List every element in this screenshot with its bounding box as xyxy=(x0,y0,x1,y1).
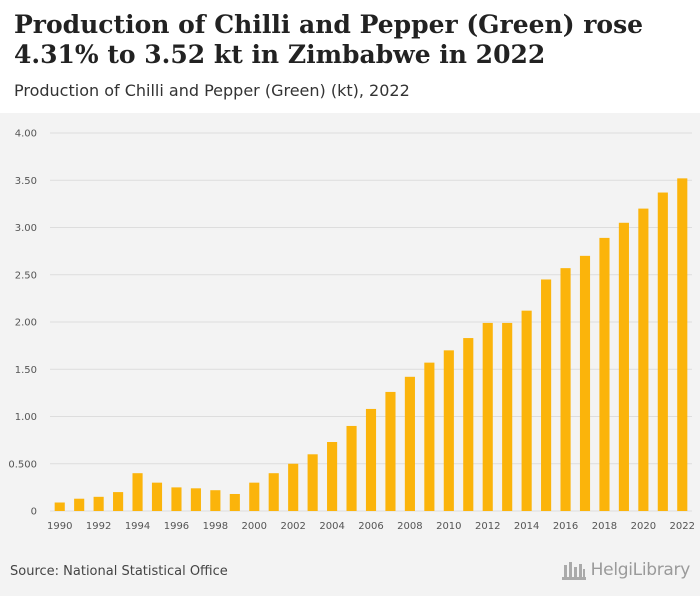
bar-2022[interactable] xyxy=(677,178,688,512)
x-tick-label: 1990 xyxy=(47,521,72,532)
x-tick-label: 2016 xyxy=(553,521,578,532)
bar-1992[interactable] xyxy=(93,496,104,511)
bar-2013[interactable] xyxy=(502,322,513,511)
bar-1995[interactable] xyxy=(151,482,163,511)
bar-1993[interactable] xyxy=(113,492,124,511)
bar-2006[interactable] xyxy=(365,408,377,511)
bar-2007[interactable] xyxy=(385,391,396,511)
x-tick-label: 2012 xyxy=(475,521,500,532)
header: Production of Chilli and Pepper (Green) … xyxy=(0,0,700,113)
x-tick-label: 1998 xyxy=(203,521,228,532)
y-tick-label: 0.500 xyxy=(8,459,37,470)
bar-1997[interactable] xyxy=(190,488,201,511)
bar-2020[interactable] xyxy=(638,208,649,511)
library-building-icon xyxy=(561,562,586,580)
bar-2002[interactable] xyxy=(288,463,299,511)
bar-2018[interactable] xyxy=(599,237,610,511)
x-tick-label: 2022 xyxy=(670,521,695,532)
y-tick-label: 4.00 xyxy=(15,129,37,140)
x-tick-label: 1992 xyxy=(86,521,111,532)
bar-1996[interactable] xyxy=(171,487,182,512)
bar-1991[interactable] xyxy=(74,498,85,511)
bar-2015[interactable] xyxy=(541,279,552,511)
x-tick-label: 2010 xyxy=(436,521,461,532)
bar-2011[interactable] xyxy=(463,338,474,511)
bar-2008[interactable] xyxy=(404,376,415,511)
x-tick-label: 2008 xyxy=(397,521,422,532)
bar-2019[interactable] xyxy=(618,222,629,511)
bar-2009[interactable] xyxy=(424,362,435,511)
x-tick-label: 2018 xyxy=(592,521,617,532)
x-tick-label: 2020 xyxy=(631,521,656,532)
y-tick-label: 1.50 xyxy=(15,365,37,376)
bar-2001[interactable] xyxy=(268,473,279,511)
y-tick-label: 1.00 xyxy=(15,412,37,423)
bar-1994[interactable] xyxy=(132,473,143,511)
bar-2014[interactable] xyxy=(521,310,532,511)
bar-chart: 0 0.500 1.00 1.50 2.00 2.50 3.00 3.50 4.00 1990 19… xyxy=(8,129,695,533)
source-note: Source: National Statistical Office xyxy=(10,564,228,579)
bar-2021[interactable] xyxy=(657,192,668,511)
x-tick-label: 2014 xyxy=(514,521,539,532)
bar-2017[interactable] xyxy=(579,255,591,511)
bar-1990[interactable] xyxy=(54,502,65,512)
bar-2005[interactable] xyxy=(346,425,357,511)
bar-2010[interactable] xyxy=(443,350,454,511)
bar-2012[interactable] xyxy=(482,322,493,511)
x-tick-label: 1994 xyxy=(125,521,150,532)
x-tick-label: 2002 xyxy=(280,521,305,532)
bar-2000[interactable] xyxy=(249,482,260,511)
x-tick-label: 2004 xyxy=(319,521,344,532)
y-tick-label: 3.50 xyxy=(15,176,37,187)
bar-2016[interactable] xyxy=(560,268,571,511)
logo-text: HelgiLibrary xyxy=(590,560,691,580)
x-tick-label: 2000 xyxy=(242,521,267,532)
y-tick-label: 2.50 xyxy=(15,270,37,281)
bar-2004[interactable] xyxy=(327,442,338,511)
y-tick-label: 0 xyxy=(31,507,37,518)
x-tick-label: 1996 xyxy=(164,521,189,532)
y-tick-label: 3.00 xyxy=(15,223,37,234)
chart-title: Production of Chilli and Pepper (Green) … xyxy=(14,10,644,69)
bar-1999[interactable] xyxy=(229,493,240,511)
helgi-library-logo[interactable]: HelgiLibrary xyxy=(561,559,690,581)
bar-1998[interactable] xyxy=(210,490,221,511)
y-tick-label: 2.00 xyxy=(15,318,37,329)
bar-2003[interactable] xyxy=(307,454,318,511)
footer: Source: National Statistical Office Helg… xyxy=(0,541,700,596)
x-tick-label: 2006 xyxy=(358,521,383,532)
chart-subtitle: Production of Chilli and Pepper (Green) … xyxy=(14,81,410,100)
